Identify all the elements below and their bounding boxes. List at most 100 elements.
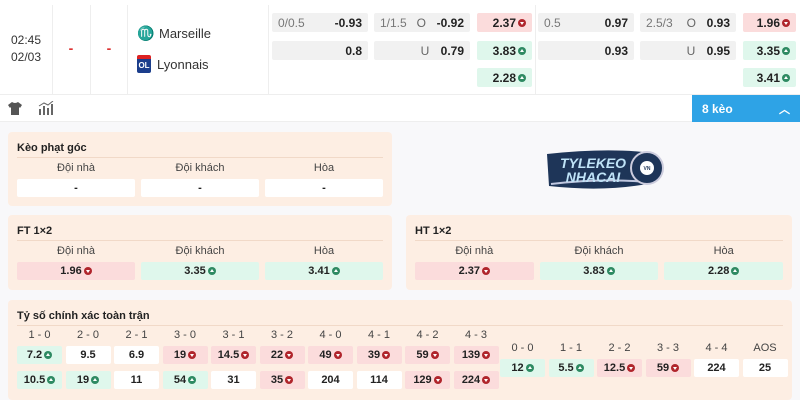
odds-value: - [74,182,78,194]
score-odds-cell[interactable]: 59 [645,359,691,377]
odds-value: 19 [76,374,90,386]
score-odds-cell[interactable]: 11 [114,371,159,389]
handicap-line: 2.5/3 [646,15,673,30]
odds-value: 2.28 [707,265,730,277]
odds-cell[interactable]: U 0.79 [374,41,470,60]
score-odds-cell[interactable]: 22 [259,346,305,364]
odds-cell[interactable]: 3.35 [743,41,796,60]
svg-text:TYLEKEO: TYLEKEO [560,155,626,171]
stats-icon[interactable] [38,101,54,115]
odds-value: 2.37 [458,265,481,277]
score-odds-cell[interactable]: 12 [500,359,545,377]
score-odds-cell[interactable]: 19 [162,346,208,364]
score-odds-cell[interactable]: 7.2 [17,346,62,364]
score-odds-cell[interactable]: 35 [259,371,305,389]
kickoff-date: 02/03 [10,50,42,64]
score-odds-cell[interactable]: 10.5 [17,371,62,389]
odds-cell[interactable]: 1.96 [743,13,796,32]
home-team-name: Marseille [159,25,212,41]
score-header: 3 - 0 [173,329,196,341]
match-row: 02:45 02/03 - - ♏ Marseille OL Lyonnais 0/0… [0,0,800,95]
trend-down-icon [285,351,294,359]
score-odds-cell[interactable]: 59 [405,346,450,364]
odds-value: 204 [321,374,340,386]
odds-value: 3.83 [492,43,516,58]
trend-up-icon [575,364,584,372]
jersey-icon[interactable] [8,102,22,115]
divider [268,5,269,95]
away-team[interactable]: OL Lyonnais [137,55,209,73]
odds-value: - [322,182,326,194]
odds-cell[interactable]: 2.28 [664,262,783,280]
odds-cell[interactable]: 0.8 [272,41,368,60]
score-odds-cell[interactable]: 5.5 [548,359,594,377]
odds-cell[interactable]: 0/0.5 -0.93 [272,13,368,32]
odds-cell[interactable]: - [17,179,135,197]
odds-cell[interactable]: U 0.95 [640,41,736,60]
odds-value: 12 [511,362,524,374]
odds-cell[interactable]: - [265,179,383,197]
odds-value: 3.41 [756,70,780,85]
odds-cell[interactable]: 0.5 0.97 [538,13,634,32]
score-odds-cell[interactable]: 14.5 [211,346,256,364]
score-odds-cell[interactable]: 54 [162,371,208,389]
score-odds-cell[interactable]: 139 [453,346,499,364]
odds-value: 0.97 [604,15,628,30]
score-header: 3 - 3 [656,342,679,354]
score-header: 4 - 2 [416,329,439,341]
odds-cell[interactable]: - [141,179,259,197]
trend-up-icon [731,267,740,275]
odds-cell[interactable]: 3.83 [477,41,532,60]
home-team[interactable]: ♏ Marseille [137,24,211,42]
score-odds-cell[interactable]: 19 [65,371,111,389]
over-under-marker: O [686,15,696,30]
score-odds-cell[interactable]: 6.9 [114,346,159,364]
score-odds-cell[interactable]: 129 [405,371,450,389]
score-odds-cell[interactable]: 39 [356,346,402,364]
trend-down-icon [627,364,636,372]
trend-down-icon [433,376,442,384]
odds-value: 11 [130,374,143,386]
column-header: Đội nhà [57,162,95,174]
odds-value: 59 [656,362,670,374]
trend-down-icon [482,376,491,384]
trend-down-icon [671,364,680,372]
odds-value: 59 [416,349,429,361]
divider [90,5,91,95]
odds-cell[interactable]: 3.35 [141,262,259,280]
score-odds-cell[interactable]: 25 [742,359,788,377]
score-odds-cell[interactable]: 31 [211,371,256,389]
odds-value: 35 [270,374,284,386]
odds-value: - [198,182,202,194]
odds-value: 0.93 [706,15,730,30]
score-odds-cell[interactable]: 9.5 [65,346,111,364]
trend-down-icon [285,376,294,384]
odds-cell[interactable]: 1.96 [17,262,135,280]
odds-cell[interactable]: 2.5/3 O 0.93 [640,13,736,32]
odds-cell[interactable]: 3.83 [539,262,659,280]
handicap-line: 0.5 [544,15,561,30]
more-odds-button[interactable]: 8 kèo ︿ [692,95,800,122]
score-header: 4 - 1 [367,329,390,341]
score-odds-cell[interactable]: 224 [694,359,739,377]
odds-cell[interactable]: 0.93 [538,41,634,60]
score-odds-cell[interactable]: 224 [453,371,499,389]
odds-cell[interactable]: 2.28 [477,68,532,87]
toolbar: 8 kèo ︿ [0,95,800,122]
odds-value: 1.96 [756,15,780,30]
score-odds-cell[interactable]: 114 [356,371,402,389]
odds-value: 3.41 [308,265,330,277]
odds-value: 31 [227,374,240,386]
odds-cell[interactable]: 3.41 [265,262,383,280]
odds-cell[interactable]: 1/1.5 O -0.92 [374,13,470,32]
odds-cell[interactable]: 3.41 [743,68,796,87]
score-odds-cell[interactable]: 49 [308,346,353,364]
score-odds-cell[interactable]: 12.5 [597,359,642,377]
odds-value: 7.2 [26,349,43,361]
score-odds-cell[interactable]: 204 [308,371,353,389]
trend-down-icon [518,18,526,27]
odds-cell[interactable]: 2.37 [477,13,532,32]
odds-cell[interactable]: 2.37 [415,262,534,280]
divider [127,5,128,95]
odds-value: 39 [367,349,381,361]
